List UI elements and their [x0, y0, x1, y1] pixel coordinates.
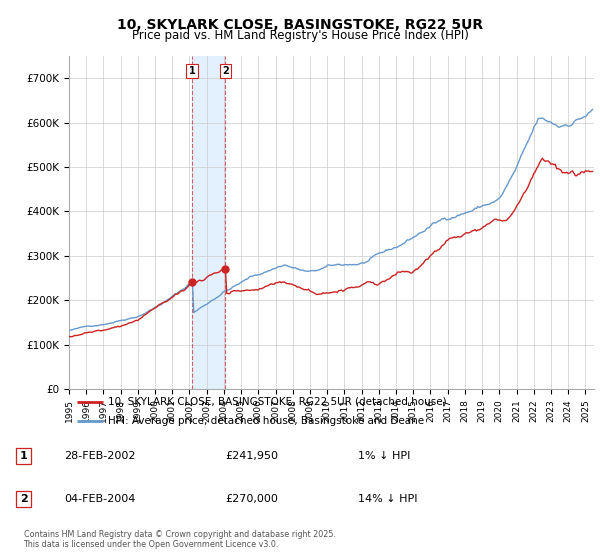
Text: Contains HM Land Registry data © Crown copyright and database right 2025.
This d: Contains HM Land Registry data © Crown c…: [23, 530, 335, 549]
Text: £241,950: £241,950: [225, 451, 278, 461]
Text: 1: 1: [20, 451, 28, 461]
Text: 2: 2: [20, 494, 28, 504]
Text: 2: 2: [222, 66, 229, 76]
Text: 04-FEB-2004: 04-FEB-2004: [64, 494, 135, 504]
Text: 10, SKYLARK CLOSE, BASINGSTOKE, RG22 5UR (detached house): 10, SKYLARK CLOSE, BASINGSTOKE, RG22 5UR…: [109, 396, 447, 407]
Text: HPI: Average price, detached house, Basingstoke and Deane: HPI: Average price, detached house, Basi…: [109, 416, 425, 426]
Text: 1: 1: [189, 66, 196, 76]
Text: Price paid vs. HM Land Registry's House Price Index (HPI): Price paid vs. HM Land Registry's House …: [131, 29, 469, 42]
Text: £270,000: £270,000: [225, 494, 278, 504]
Bar: [192, 56, 226, 389]
Text: 10, SKYLARK CLOSE, BASINGSTOKE, RG22 5UR: 10, SKYLARK CLOSE, BASINGSTOKE, RG22 5UR: [117, 18, 483, 32]
Text: 14% ↓ HPI: 14% ↓ HPI: [358, 494, 417, 504]
Text: 1% ↓ HPI: 1% ↓ HPI: [358, 451, 410, 461]
Text: 28-FEB-2002: 28-FEB-2002: [64, 451, 136, 461]
